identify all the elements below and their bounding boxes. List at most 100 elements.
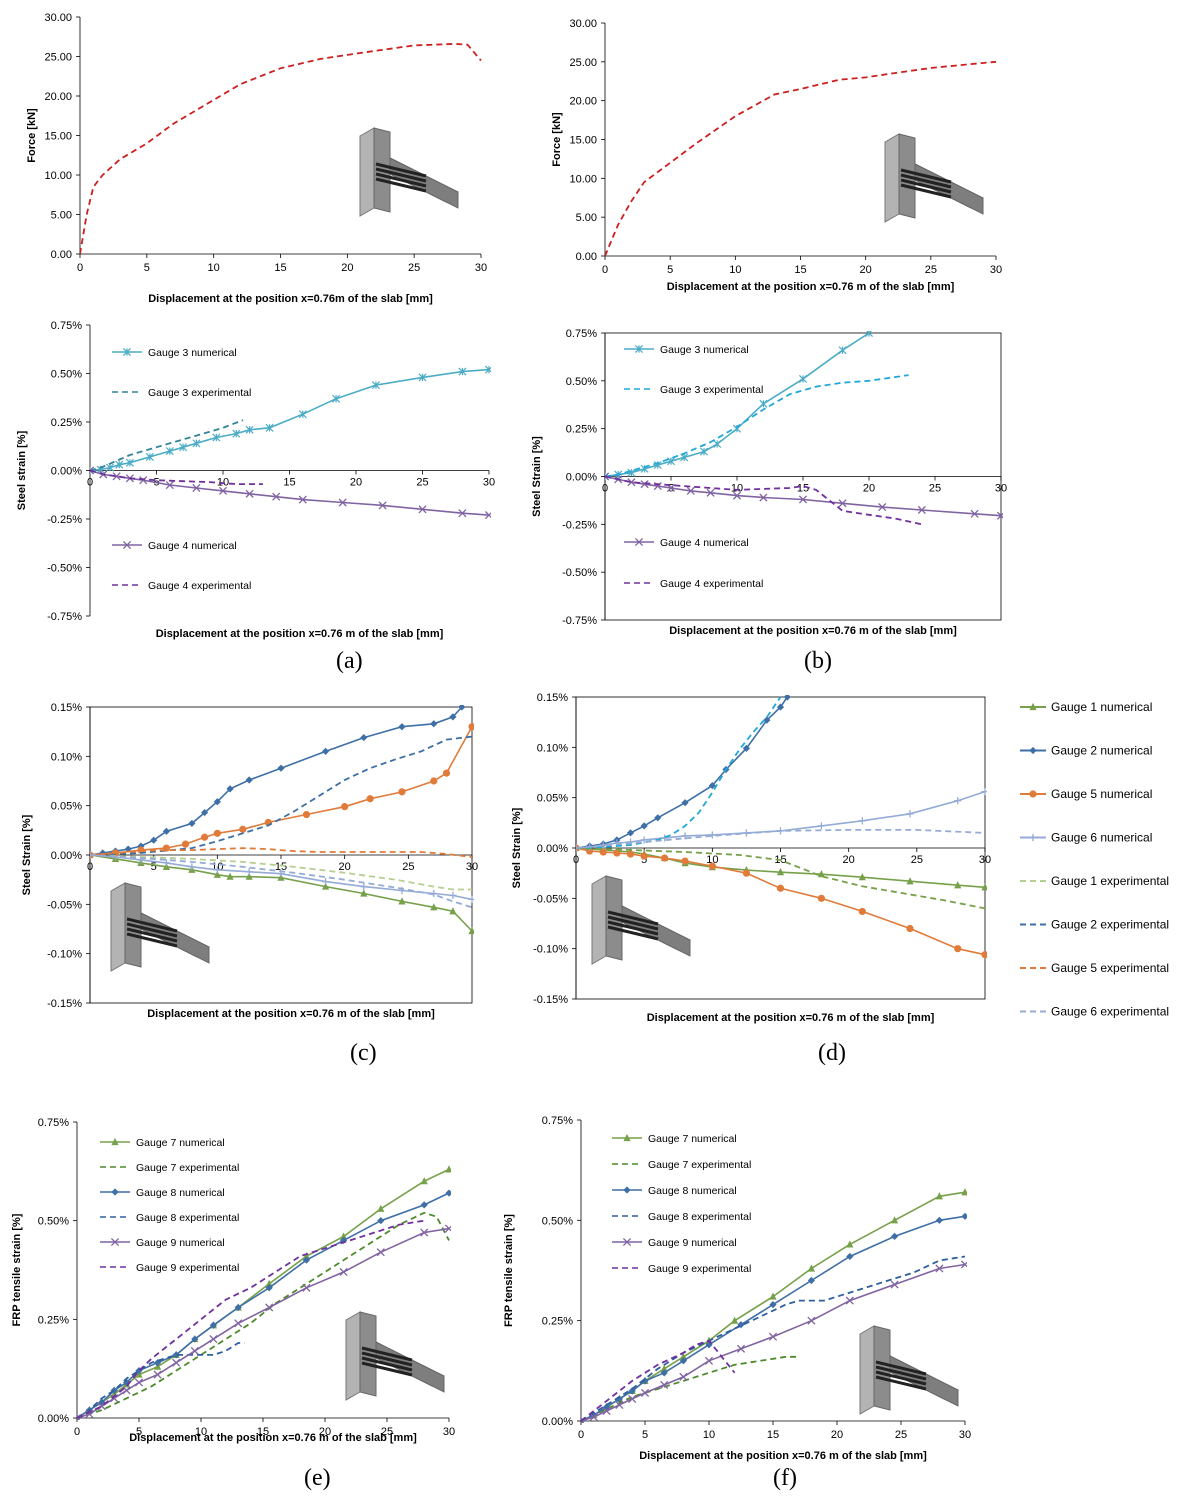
specimen-sketch-4 <box>591 875 691 965</box>
series-line <box>581 1263 966 1422</box>
data-point <box>954 797 962 805</box>
data-point <box>321 747 330 755</box>
data-point <box>302 1256 310 1264</box>
series-2 <box>90 419 244 472</box>
data-point <box>858 817 866 825</box>
data-point <box>272 492 281 501</box>
reinforcement-bar <box>607 920 659 936</box>
data-point <box>209 1335 218 1344</box>
reinforcement-bar <box>900 178 952 194</box>
legend-label: Gauge 9 experimental <box>648 1263 751 1275</box>
series-line <box>90 854 472 891</box>
legend-label: Gauge 8 experimental <box>136 1212 239 1224</box>
x-tick-label: 20 <box>843 854 855 866</box>
x-tick-label: 5 <box>151 861 157 873</box>
y-tick-label: 5.00 <box>576 212 597 224</box>
data-point <box>122 1386 131 1395</box>
series-3 <box>90 466 491 520</box>
series-line <box>576 696 788 849</box>
data-point <box>807 1316 816 1325</box>
y-tick-label: 15.00 <box>44 131 72 143</box>
x-axis-label: Displacement at the position x=0.76 m of… <box>147 1008 435 1020</box>
data-point <box>704 1356 714 1365</box>
data-point <box>371 381 380 390</box>
legend-label: Gauge 1 numerical <box>1051 700 1152 714</box>
y-axis-label: Steel strain [%] <box>16 430 28 510</box>
data-point <box>125 458 134 467</box>
data-point <box>626 850 635 858</box>
data-point <box>661 854 669 862</box>
legend-marker <box>1029 746 1037 755</box>
data-point <box>191 1335 199 1343</box>
data-point <box>615 1400 624 1410</box>
data-point <box>190 1346 199 1355</box>
data-point <box>226 872 234 880</box>
x-tick-label: 10 <box>208 262 220 274</box>
data-point <box>961 1188 967 1196</box>
data-point <box>245 489 254 498</box>
series-5 <box>90 854 472 891</box>
data-point <box>640 480 649 489</box>
data-point <box>145 452 154 461</box>
x-tick-label: 30 <box>443 1426 455 1438</box>
slab-side <box>389 157 459 209</box>
legend-label: Gauge 2 experimental <box>1051 918 1169 932</box>
data-point <box>420 1228 429 1237</box>
chart-b: 0.00 5.00 10.00 15.00 20.00 25.00 30.00 0 5 10 15 2… <box>551 18 1002 293</box>
shared-legend: Gauge 1 numerical Gauge 2 numerical Gauge … <box>1020 700 1169 1019</box>
data-point <box>970 509 979 518</box>
y-tick-label: -0.10% <box>47 949 82 961</box>
series-3 <box>77 1189 451 1420</box>
data-point <box>954 881 962 889</box>
y-tick-label: 10.00 <box>44 170 72 182</box>
legend-label: Gauge 4 experimental <box>660 578 763 590</box>
series-line <box>80 42 482 255</box>
data-point <box>484 365 491 374</box>
legend-label: Gauge 5 experimental <box>1051 961 1169 975</box>
data-point <box>763 716 771 724</box>
y-tick-label: 0.00% <box>537 843 568 855</box>
x-tick-label: 5 <box>641 854 647 866</box>
legend-label: Gauge 9 experimental <box>136 1262 239 1274</box>
data-point <box>858 907 866 916</box>
y-tick-label: 0.75% <box>38 1117 69 1129</box>
legend-label: Gauge 3 numerical <box>148 347 237 359</box>
series-line <box>90 847 473 858</box>
y-tick-label: -0.25% <box>47 514 82 526</box>
data-point <box>201 833 209 841</box>
series-5 <box>576 847 986 910</box>
x-tick-label: 20 <box>339 861 351 873</box>
data-point <box>817 822 825 830</box>
legend-marker <box>122 347 132 357</box>
y-tick-label: 0.50% <box>51 369 82 381</box>
data-point <box>165 447 174 456</box>
x-tick-label: 0 <box>578 1429 584 1441</box>
data-point <box>165 480 174 490</box>
data-point <box>265 1279 273 1287</box>
x-tick-label: 5 <box>144 262 150 274</box>
series-line <box>605 60 997 257</box>
legend-label: Gauge 3 experimental <box>660 384 763 396</box>
y-axis-label: Steel Strain [%] <box>531 436 543 517</box>
data-point <box>192 439 201 448</box>
reinforcement-bar <box>875 1365 927 1381</box>
legend-label: Gauge 7 experimental <box>648 1159 751 1171</box>
data-point <box>366 795 374 803</box>
panel-label-f: (f) <box>773 1465 797 1491</box>
x-tick-label: 20 <box>831 1429 843 1441</box>
series-line <box>77 1168 450 1419</box>
data-point <box>172 1358 181 1367</box>
data-point <box>603 1403 611 1411</box>
column-front <box>345 1311 361 1401</box>
y-tick-label: -0.75% <box>47 611 82 623</box>
legend-label: Gauge 9 numerical <box>648 1237 737 1249</box>
data-point <box>458 509 467 518</box>
x-tick-label: 10 <box>731 483 743 495</box>
data-point <box>213 870 221 878</box>
specimen-sketch-3 <box>110 882 210 972</box>
reinforcement-bar <box>875 1375 927 1391</box>
reinforcement-bar <box>375 172 427 188</box>
y-tick-label: 0.05% <box>51 801 82 813</box>
data-point <box>845 1296 854 1305</box>
